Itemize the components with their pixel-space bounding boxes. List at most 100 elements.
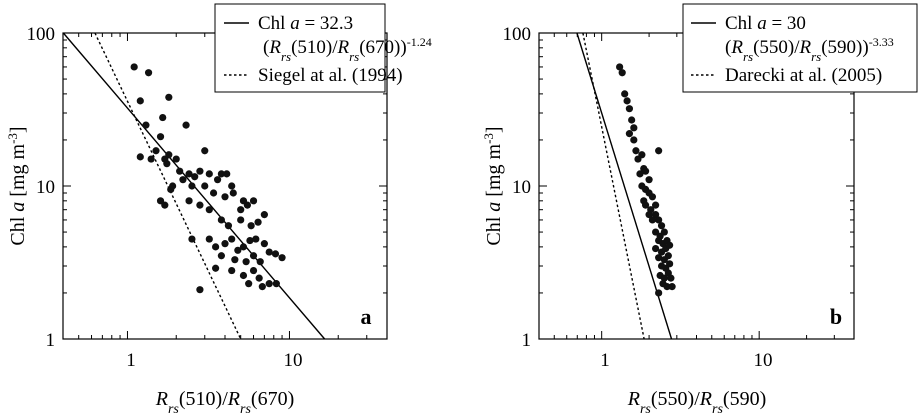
data-point bbox=[191, 173, 199, 181]
data-point bbox=[249, 252, 258, 260]
data-point bbox=[645, 176, 653, 184]
data-point bbox=[668, 283, 676, 291]
data-point bbox=[209, 189, 218, 197]
legend-box bbox=[682, 3, 918, 93]
data-point bbox=[196, 167, 204, 175]
data-point bbox=[188, 235, 196, 243]
x-tick-label-10: 10 bbox=[754, 350, 773, 371]
panel-label-a: a bbox=[361, 304, 372, 329]
data-point bbox=[165, 93, 173, 101]
data-point bbox=[201, 182, 209, 190]
data-point bbox=[217, 170, 225, 178]
data-point bbox=[156, 133, 165, 141]
data-point bbox=[176, 167, 184, 175]
data-point bbox=[630, 136, 638, 144]
data-point bbox=[655, 216, 663, 224]
data-point bbox=[239, 271, 248, 280]
data-point bbox=[655, 254, 663, 262]
x-tick-label-10: 10 bbox=[284, 350, 303, 371]
data-point bbox=[667, 274, 675, 282]
y-tick-label-100: 100 bbox=[27, 24, 56, 45]
data-point bbox=[205, 206, 213, 214]
data-point bbox=[254, 218, 262, 226]
y-tick-label-1: 1 bbox=[46, 330, 56, 351]
data-point bbox=[625, 105, 634, 113]
data-point bbox=[660, 228, 668, 236]
data-point bbox=[246, 236, 254, 245]
data-point bbox=[655, 289, 663, 297]
data-point bbox=[256, 258, 264, 266]
data-point bbox=[666, 260, 674, 268]
data-point bbox=[625, 130, 634, 138]
data-point bbox=[213, 176, 222, 184]
data-point bbox=[147, 155, 155, 163]
y-axis-title: Chl a [mg m-3] bbox=[5, 126, 30, 245]
data-point bbox=[172, 155, 180, 163]
x-tick-label-1: 1 bbox=[600, 350, 610, 371]
data-point bbox=[652, 244, 660, 253]
data-point bbox=[237, 206, 245, 214]
data-point bbox=[217, 216, 225, 224]
data-point bbox=[271, 250, 280, 258]
data-point bbox=[161, 201, 169, 209]
legend-reference-label: Siegel at al. (1994) bbox=[258, 65, 403, 86]
data-point bbox=[641, 167, 650, 175]
data-point bbox=[196, 286, 204, 294]
data-point bbox=[159, 113, 167, 122]
data-point bbox=[179, 176, 187, 184]
data-point bbox=[655, 147, 663, 155]
data-point bbox=[228, 235, 236, 243]
data-point bbox=[237, 216, 245, 224]
data-point bbox=[618, 69, 626, 77]
data-point bbox=[239, 243, 248, 251]
data-point bbox=[657, 222, 666, 230]
data-point bbox=[245, 280, 253, 288]
reference-line bbox=[582, 32, 645, 340]
data-points bbox=[616, 63, 676, 297]
x-axis-title: Rrs(510)/Rrs(670) bbox=[155, 388, 294, 415]
x-tick-label-1: 1 bbox=[126, 350, 136, 371]
data-point bbox=[165, 151, 173, 159]
data-point bbox=[260, 211, 268, 219]
legend-reference-label: Darecki at al. (2005) bbox=[725, 65, 882, 86]
data-point bbox=[205, 170, 213, 178]
data-point bbox=[163, 160, 171, 168]
data-point bbox=[252, 235, 260, 243]
data-point bbox=[224, 222, 233, 230]
data-point bbox=[234, 246, 242, 254]
data-point bbox=[652, 201, 660, 209]
data-point bbox=[182, 121, 190, 129]
data-point bbox=[228, 266, 236, 275]
data-point bbox=[242, 258, 250, 266]
data-points bbox=[130, 63, 286, 294]
data-point bbox=[136, 97, 144, 105]
legend: Chl a = 32.3 (Rrs(510)/Rrs(670))-1.24 Si… bbox=[214, 3, 432, 93]
data-point bbox=[221, 240, 229, 248]
data-point bbox=[255, 274, 263, 282]
data-point bbox=[638, 151, 646, 159]
data-point bbox=[632, 147, 640, 155]
fit-line bbox=[576, 32, 673, 340]
data-point bbox=[249, 266, 258, 275]
panel-b: 100 10 1 1 10 Chl a [mg m-3] Rrs(550)/Rr… bbox=[481, 3, 918, 415]
data-point bbox=[188, 182, 196, 190]
data-point bbox=[628, 116, 636, 124]
data-point bbox=[169, 182, 177, 190]
y-tick-label-10: 10 bbox=[512, 177, 531, 198]
data-point bbox=[621, 90, 629, 98]
data-point bbox=[185, 170, 193, 178]
data-point bbox=[136, 153, 144, 161]
data-point bbox=[247, 222, 255, 230]
data-point bbox=[278, 254, 286, 262]
legend: Chl a = 30 (Rrs(550)/Rrs(590))-3.33 Dare… bbox=[682, 3, 918, 93]
data-point bbox=[212, 264, 220, 272]
data-point bbox=[663, 283, 671, 291]
data-point bbox=[231, 256, 239, 264]
data-point bbox=[616, 63, 624, 71]
data-point bbox=[272, 280, 280, 288]
data-point bbox=[212, 243, 220, 251]
data-point bbox=[648, 216, 657, 224]
y-tick-label-100: 100 bbox=[503, 24, 532, 45]
data-point bbox=[660, 274, 668, 282]
data-point bbox=[645, 211, 653, 219]
